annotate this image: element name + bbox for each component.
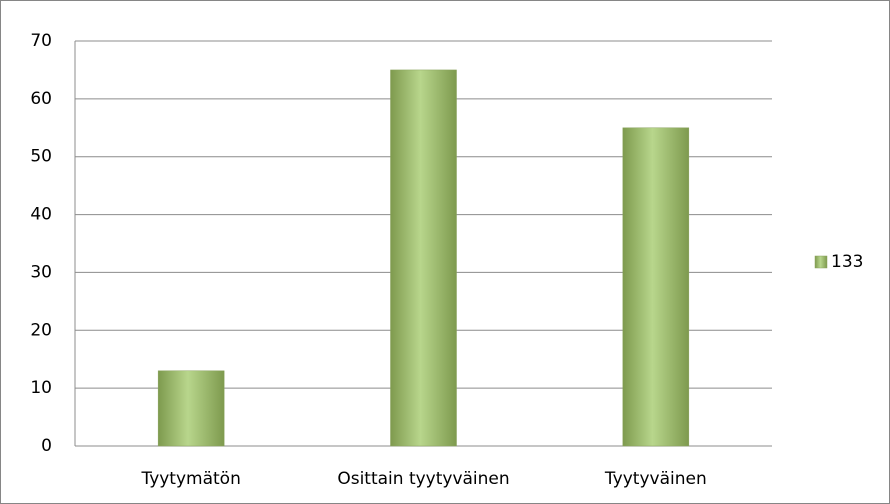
y-tick-label: 20 bbox=[30, 320, 52, 340]
bar bbox=[622, 127, 690, 447]
x-tick-label: Tyytymätön bbox=[140, 469, 240, 489]
legend-label: 133 bbox=[831, 252, 863, 272]
y-tick-label: 30 bbox=[30, 262, 52, 282]
bar bbox=[157, 370, 225, 447]
y-tick-label: 60 bbox=[30, 89, 52, 109]
x-tick-label: Osittain tyytyväinen bbox=[337, 469, 509, 489]
y-tick-label: 0 bbox=[41, 436, 52, 456]
y-tick-label: 40 bbox=[30, 205, 52, 225]
bar bbox=[390, 69, 457, 447]
y-tick-label: 10 bbox=[30, 378, 52, 398]
y-tick-label: 70 bbox=[30, 31, 52, 51]
y-tick-label: 50 bbox=[30, 147, 52, 167]
x-tick-label: Tyytyväinen bbox=[604, 469, 707, 489]
legend-swatch bbox=[814, 255, 828, 269]
